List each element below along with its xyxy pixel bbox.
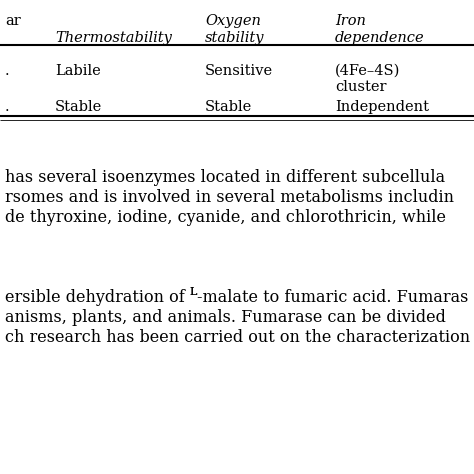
Text: ch research has been carried out on the characterization: ch research has been carried out on the … xyxy=(5,329,470,346)
Text: rsomes and is involved in several metabolisms includin: rsomes and is involved in several metabo… xyxy=(5,189,454,206)
Text: de thyroxine, iodine, cyanide, and chlorothricin, while: de thyroxine, iodine, cyanide, and chlor… xyxy=(5,209,446,226)
Text: stability: stability xyxy=(205,31,264,45)
Text: anisms, plants, and animals. Fumarase can be divided: anisms, plants, and animals. Fumarase ca… xyxy=(5,309,446,326)
Text: Labile: Labile xyxy=(55,64,101,78)
Text: L: L xyxy=(190,287,197,297)
Text: Independent: Independent xyxy=(335,100,429,114)
Text: .: . xyxy=(5,100,9,114)
Text: (4Fe–4S): (4Fe–4S) xyxy=(335,64,401,78)
Text: ar: ar xyxy=(5,14,21,28)
Text: -malate to fumaric acid. Fumaras: -malate to fumaric acid. Fumaras xyxy=(197,289,469,306)
Text: Stable: Stable xyxy=(55,100,102,114)
Text: dependence: dependence xyxy=(335,31,425,45)
Text: Sensitive: Sensitive xyxy=(205,64,273,78)
Text: cluster: cluster xyxy=(335,80,386,94)
Text: Iron: Iron xyxy=(335,14,366,28)
Text: L: L xyxy=(190,287,197,297)
Text: ersible dehydration of: ersible dehydration of xyxy=(5,289,190,306)
Text: .: . xyxy=(5,64,9,78)
Text: Stable: Stable xyxy=(205,100,252,114)
Text: Oxygen: Oxygen xyxy=(205,14,261,28)
Text: has several isoenzymes located in different subcellula: has several isoenzymes located in differ… xyxy=(5,169,445,186)
Text: Thermostability: Thermostability xyxy=(55,31,172,45)
